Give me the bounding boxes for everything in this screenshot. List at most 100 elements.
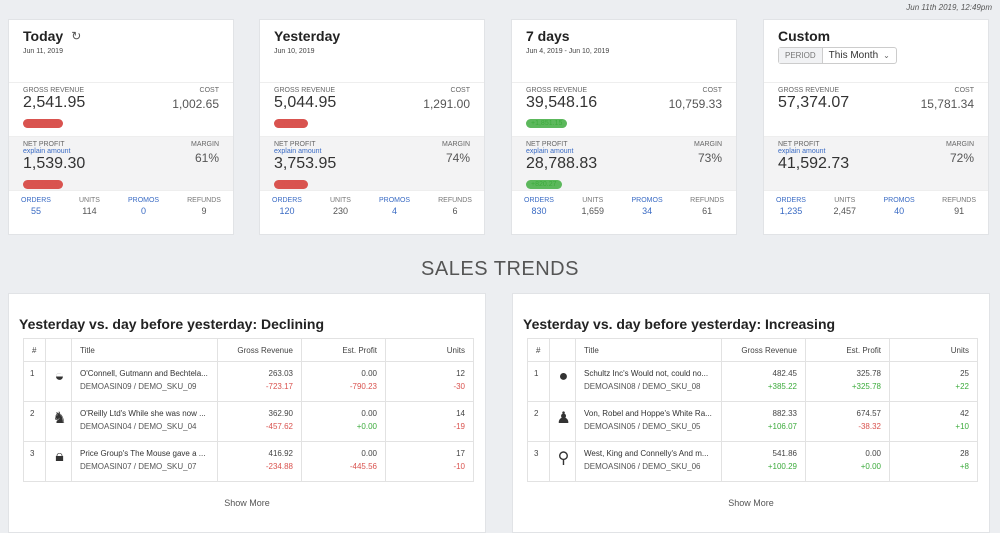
table-row[interactable]: 2 ♟ Von, Robel and Hoppe's White Ra... DE… (527, 401, 978, 442)
units-count: UNITS 2,457 (833, 197, 856, 234)
gross-revenue-change-badge: -2,503.00 (23, 119, 63, 128)
explain-amount-link[interactable]: explain amount (778, 148, 826, 155)
gross-revenue-label: GROSS REVENUE (274, 87, 336, 94)
cost-label: COST (450, 87, 470, 94)
gross-revenue-delta: +385.22 (767, 382, 797, 391)
net-profit-label: NET PROFIT (778, 141, 820, 148)
promos-count[interactable]: PROMOS 0 (128, 197, 159, 234)
gross-revenue-delta: +100.29 (767, 462, 797, 471)
explain-amount-link[interactable]: explain amount (23, 148, 71, 155)
summary-card-today: Today ↻ Jun 11, 2019 GROSS REVENUE 2,541… (8, 19, 234, 235)
product-sku: DEMOASIN09 / DEMO_SKU_09 (80, 382, 197, 391)
panel-title: Yesterday vs. day before yesterday: Decl… (19, 316, 325, 332)
cost-label: COST (199, 87, 219, 94)
margin-value: 72% (949, 151, 974, 165)
plush-toy-icon: ♟ (549, 401, 576, 442)
net-profit-change-badge: -2,214.84 (23, 180, 63, 189)
tool-icon: ⚲ (549, 441, 576, 482)
margin-value: 74% (445, 151, 470, 165)
header-title: Title (575, 338, 722, 362)
product-title[interactable]: Schultz Inc's Would not, could no... (584, 369, 709, 378)
product-title[interactable]: West, King and Connelly's And m... (584, 449, 709, 458)
orders-count[interactable]: ORDERS 120 (272, 197, 302, 234)
row-index: 3 (23, 441, 46, 482)
est-profit-delta: -790.23 (349, 382, 377, 391)
promos-count[interactable]: PROMOS 34 (632, 197, 663, 234)
header-units: Units (385, 338, 474, 362)
table-row[interactable]: 2 ♞ O'Reilly Ltd's While she was now ...… (23, 401, 474, 442)
period-select[interactable]: PERIOD This Month ⌄ (778, 47, 897, 64)
cost-value: 10,759.33 (668, 97, 722, 111)
orders-label: ORDERS (776, 197, 806, 204)
units: 12 (456, 369, 465, 378)
row-index: 3 (527, 441, 550, 482)
table-row[interactable]: 3 ⚲ West, King and Connelly's And m... DE… (527, 441, 978, 482)
table-row[interactable]: 1 ● Schultz Inc's Would not, could no...… (527, 361, 978, 402)
est-profit: 325.78 (856, 369, 881, 378)
card-date: Jun 4, 2019 - Jun 10, 2019 (526, 48, 610, 55)
product-title[interactable]: O'Reilly Ltd's While she was now ... (80, 409, 206, 418)
promos-value: 4 (392, 206, 398, 216)
header-gross-revenue: Gross Revenue (721, 338, 806, 362)
units-delta: +10 (955, 422, 969, 431)
est-profit-delta: +325.78 (851, 382, 881, 391)
row-index: 2 (527, 401, 550, 442)
units-value: 1,659 (581, 206, 604, 216)
summary-card-yesterday: Yesterday Jun 10, 2019 GROSS REVENUE 5,0… (259, 19, 485, 235)
row-index: 2 (23, 401, 46, 442)
gross-revenue-delta: -723.17 (265, 382, 293, 391)
net-profit-value: 1,539.30 (23, 155, 86, 172)
show-more-button[interactable]: Show More (728, 498, 774, 508)
promos-count[interactable]: PROMOS 40 (884, 197, 915, 234)
gross-revenue-value: 57,374.07 (778, 94, 850, 111)
product-title[interactable]: Von, Robel and Hoppe's White Ra... (584, 409, 712, 418)
product-title[interactable]: Price Group's The Mouse gave a ... (80, 449, 206, 458)
est-profit: 674.57 (856, 409, 881, 418)
explain-amount-link[interactable]: explain amount (526, 148, 574, 155)
units: 17 (456, 449, 465, 458)
gross-revenue-change-badge: -994.09 (274, 119, 308, 128)
orders-count[interactable]: ORDERS 1,235 (776, 197, 806, 234)
est-profit-delta: +0.00 (860, 462, 881, 471)
margin-label: MARGIN (946, 141, 974, 148)
promos-value: 40 (894, 206, 905, 216)
orders-label: ORDERS (524, 197, 554, 204)
est-profit-delta: -38.32 (858, 422, 881, 431)
orders-value: 830 (531, 206, 547, 216)
product-title[interactable]: O'Connell, Gutmann and Bechtela... (80, 369, 208, 378)
table-row[interactable]: 3 🔒︎ Price Group's The Mouse gave a ... D… (23, 441, 474, 482)
refresh-icon[interactable]: ↻ (71, 29, 82, 43)
period-label: PERIOD (779, 48, 823, 63)
net-profit-label: NET PROFIT (23, 141, 65, 148)
chevron-down-icon: ⌄ (883, 51, 890, 60)
net-profit-label: NET PROFIT (274, 141, 316, 148)
table-row[interactable]: 1 ◒ O'Connell, Gutmann and Bechtela... DE… (23, 361, 474, 402)
orders-label: ORDERS (272, 197, 302, 204)
show-more-button[interactable]: Show More (224, 498, 270, 508)
orders-value: 1,235 (779, 206, 803, 216)
trend-table: # Title Gross Revenue Est. Profit Units … (527, 338, 978, 482)
refunds-count: REFUNDS 91 (942, 197, 976, 234)
header-title: Title (71, 338, 218, 362)
units-delta: +22 (955, 382, 969, 391)
units: 25 (960, 369, 969, 378)
gross-revenue-value: 5,044.95 (274, 94, 337, 111)
product-sku: DEMOASIN06 / DEMO_SKU_06 (584, 462, 701, 471)
net-profit-value: 3,753.95 (274, 155, 337, 172)
card-title: Custom (778, 28, 831, 44)
net-profit-label: NET PROFIT (526, 141, 568, 148)
explain-amount-link[interactable]: explain amount (274, 148, 322, 155)
card-date: Jun 11, 2019 (23, 48, 63, 55)
header-index: # (527, 338, 550, 362)
est-profit-delta: +0.00 (356, 422, 377, 431)
promos-count[interactable]: PROMOS 4 (379, 197, 410, 234)
header-thumbnail (549, 338, 576, 362)
promos-label: PROMOS (127, 197, 160, 204)
last-updated-timestamp: Jun 11th 2019, 12:49pm (906, 3, 992, 12)
promos-label: PROMOS (883, 197, 915, 204)
margin-label: MARGIN (694, 141, 722, 148)
orders-count[interactable]: ORDERS 830 (524, 197, 554, 234)
period-value[interactable]: This Month ⌄ (823, 50, 896, 61)
summary-card-7-days: 7 days Jun 4, 2019 - Jun 10, 2019 GROSS … (511, 19, 737, 235)
orders-count[interactable]: ORDERS 55 (21, 197, 51, 234)
